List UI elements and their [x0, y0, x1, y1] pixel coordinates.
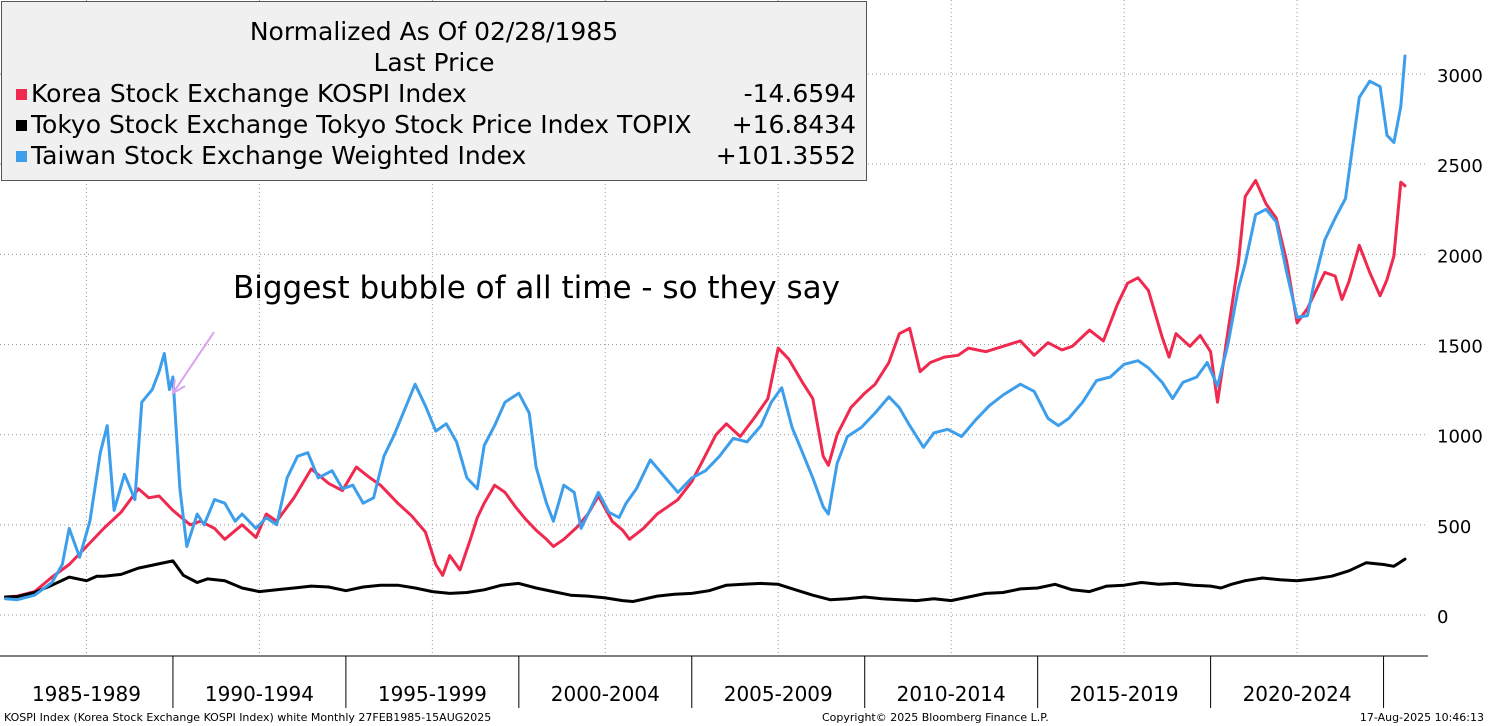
- y-tick-label: 1500: [1437, 337, 1483, 358]
- x-tick-label: 2010-2014: [897, 682, 1006, 706]
- legend-swatch-taiex: [16, 151, 27, 162]
- chart-title: Normalized As Of 02/28/1985: [249, 17, 619, 46]
- series-line-taiex: [4, 54, 1407, 602]
- legend-item-topix: Tokyo Stock Exchange Tokyo Stock Price I…: [2, 109, 866, 140]
- chart-subtitle: Last Price: [373, 48, 495, 77]
- legend-swatch-topix: [16, 120, 27, 131]
- grid-lines: [0, 0, 1428, 656]
- y-tick-label: 500: [1437, 517, 1471, 538]
- y-tick-label: 0: [1437, 607, 1448, 628]
- x-tick-label: 2020-2024: [1243, 682, 1352, 706]
- legend-value-taiex: +101.3552: [715, 141, 856, 170]
- y-tick-label: 2500: [1437, 156, 1483, 177]
- series-lines: [4, 54, 1407, 603]
- series-line-topix: [4, 557, 1407, 603]
- footer-timestamp: 17-Aug-2025 10:46:13: [1359, 711, 1484, 724]
- legend-item-kospi: Korea Stock Exchange KOSPI Index -14.659…: [2, 78, 866, 109]
- legend-label-kospi: Korea Stock Exchange KOSPI Index: [31, 79, 467, 108]
- legend-label-taiex: Taiwan Stock Exchange Weighted Index: [31, 141, 527, 170]
- y-tick-label: 3000: [1437, 66, 1483, 87]
- x-tick-label: 1995-1999: [378, 682, 487, 706]
- legend-value-kospi: -14.6594: [743, 79, 856, 108]
- footer-copyright: Copyright© 2025 Bloomberg Finance L.P.: [822, 711, 1049, 724]
- legend-item-taiex: Taiwan Stock Exchange Weighted Index +10…: [2, 140, 866, 171]
- y-tick-label: 1000: [1437, 427, 1483, 448]
- axes: 0 500 1000 1500 2000 2500 3000 1985-1989 1990-19…: [0, 66, 1483, 708]
- annotation-arrow-head: [171, 379, 186, 396]
- footer-source: KOSPI Index (Korea Stock Exchange KOSPI …: [4, 711, 492, 724]
- bubble-annotation: Biggest bubble of all time - so they say: [233, 270, 840, 306]
- legend-label-topix: Tokyo Stock Exchange Tokyo Stock Price I…: [31, 110, 692, 139]
- x-tick-label: 1990-1994: [205, 682, 314, 706]
- x-tick-label: 2005-2009: [724, 682, 833, 706]
- legend-swatch-kospi: [16, 89, 27, 100]
- annotation-arrow: [171, 331, 215, 396]
- y-tick-label: 2000: [1437, 246, 1483, 267]
- series-line-kospi: [4, 178, 1407, 599]
- x-tick-label: 1985-1989: [32, 682, 141, 706]
- x-tick-label: 2015-2019: [1070, 682, 1179, 706]
- annotation-arrow-shaft: [172, 331, 215, 394]
- legend-value-topix: +16.8434: [731, 110, 856, 139]
- x-tick-label: 2000-2004: [551, 682, 660, 706]
- legend-box: Normalized As Of 02/28/1985 Last Price K…: [1, 1, 867, 181]
